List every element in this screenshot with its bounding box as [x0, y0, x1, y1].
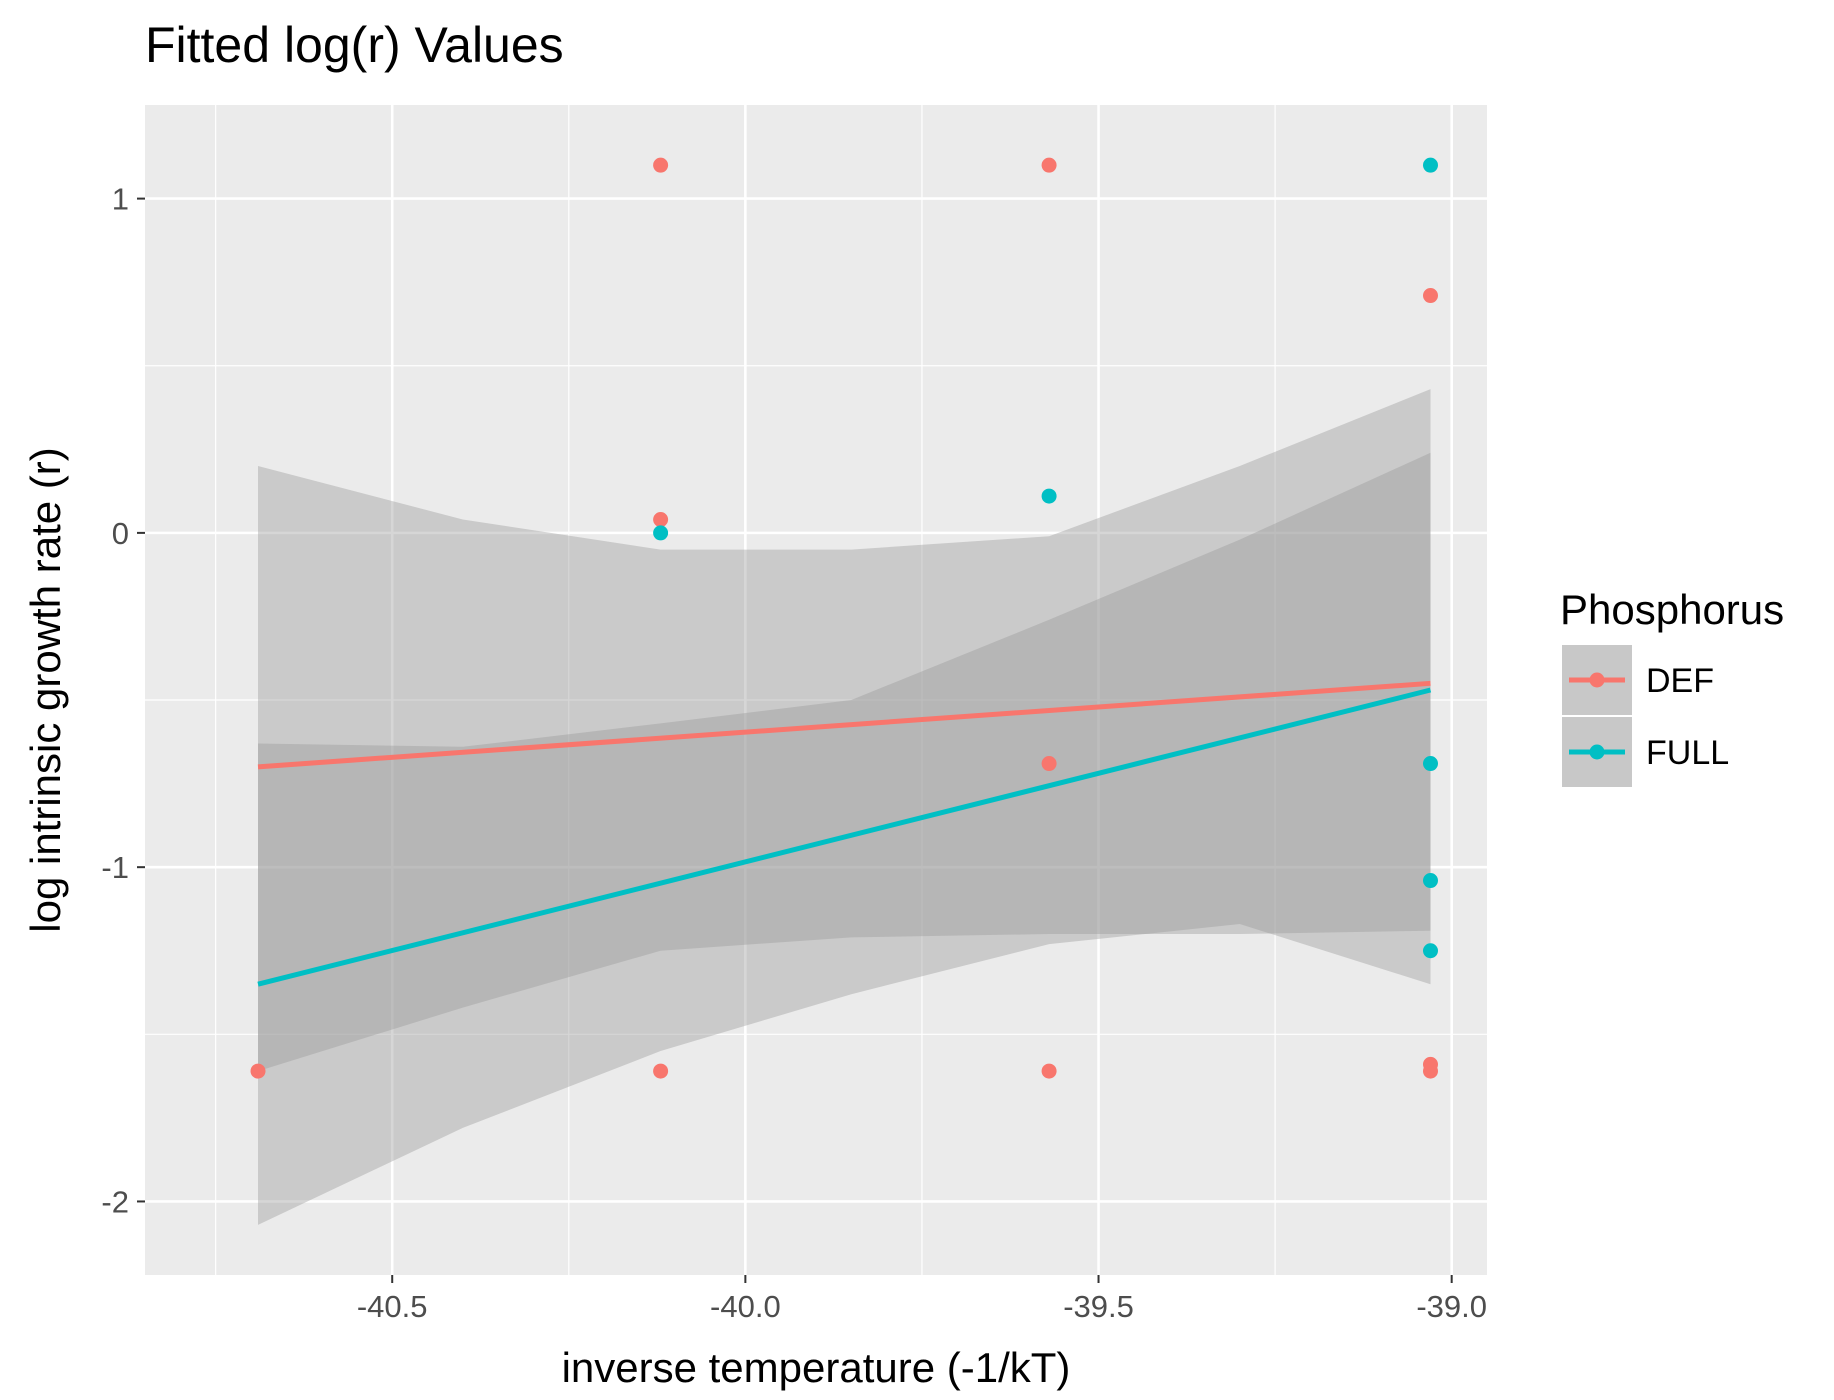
x-tick-label: -39.0 [1416, 1289, 1487, 1324]
legend-item-full: FULL [1562, 717, 1729, 787]
data-point-full [1422, 873, 1438, 889]
fit-lines [257, 680, 1432, 987]
data-point-full [1422, 943, 1438, 959]
y-tick-label: -1 [101, 850, 129, 885]
data-point-def [1041, 756, 1057, 772]
data-point-def [653, 157, 669, 173]
fit-line-full [257, 687, 1432, 987]
legend-key-point [1589, 672, 1605, 688]
data-point-def [1041, 1063, 1057, 1079]
data-point-full [1422, 157, 1438, 173]
confidence-band-def [258, 389, 1431, 1072]
data-points [250, 157, 1438, 1079]
y-tick-label: 0 [112, 516, 129, 551]
plot-panel [145, 105, 1487, 1275]
legend-label: DEF [1646, 662, 1714, 700]
fit-line-def [257, 680, 1431, 770]
data-point-full [1041, 488, 1057, 504]
data-point-def [250, 1063, 266, 1079]
x-tick-label: -40.5 [357, 1289, 428, 1324]
x-tick-label: -40.0 [710, 1289, 781, 1324]
grid [145, 105, 1487, 1275]
data-point-def [1422, 288, 1438, 304]
y-axis: -2 -1 0 1 [101, 182, 145, 1219]
x-tick-label: -39.5 [1063, 1289, 1134, 1324]
x-axis: -40.5 -40.0 -39.5 -39.0 [357, 1275, 1487, 1324]
legend-label: FULL [1646, 734, 1729, 772]
legend-item-def: DEF [1562, 645, 1714, 715]
y-axis-title: log intrinsic growth rate (r) [22, 447, 69, 932]
data-point-def [1041, 157, 1057, 173]
data-point-full [653, 525, 669, 541]
x-axis-title: inverse temperature (-1/kT) [562, 1344, 1071, 1391]
chart-title: Fitted log(r) Values [145, 17, 564, 73]
data-point-full [1422, 756, 1438, 772]
y-tick-label: 1 [112, 182, 129, 217]
data-point-def [653, 512, 669, 528]
y-tick-label: -2 [101, 1184, 129, 1219]
data-point-def [653, 1063, 669, 1079]
legend-title: Phosphorus [1560, 586, 1784, 633]
data-point-def [1422, 1063, 1438, 1079]
legend-key-point [1589, 744, 1605, 760]
legend: Phosphorus DEF FULL [1560, 586, 1784, 787]
